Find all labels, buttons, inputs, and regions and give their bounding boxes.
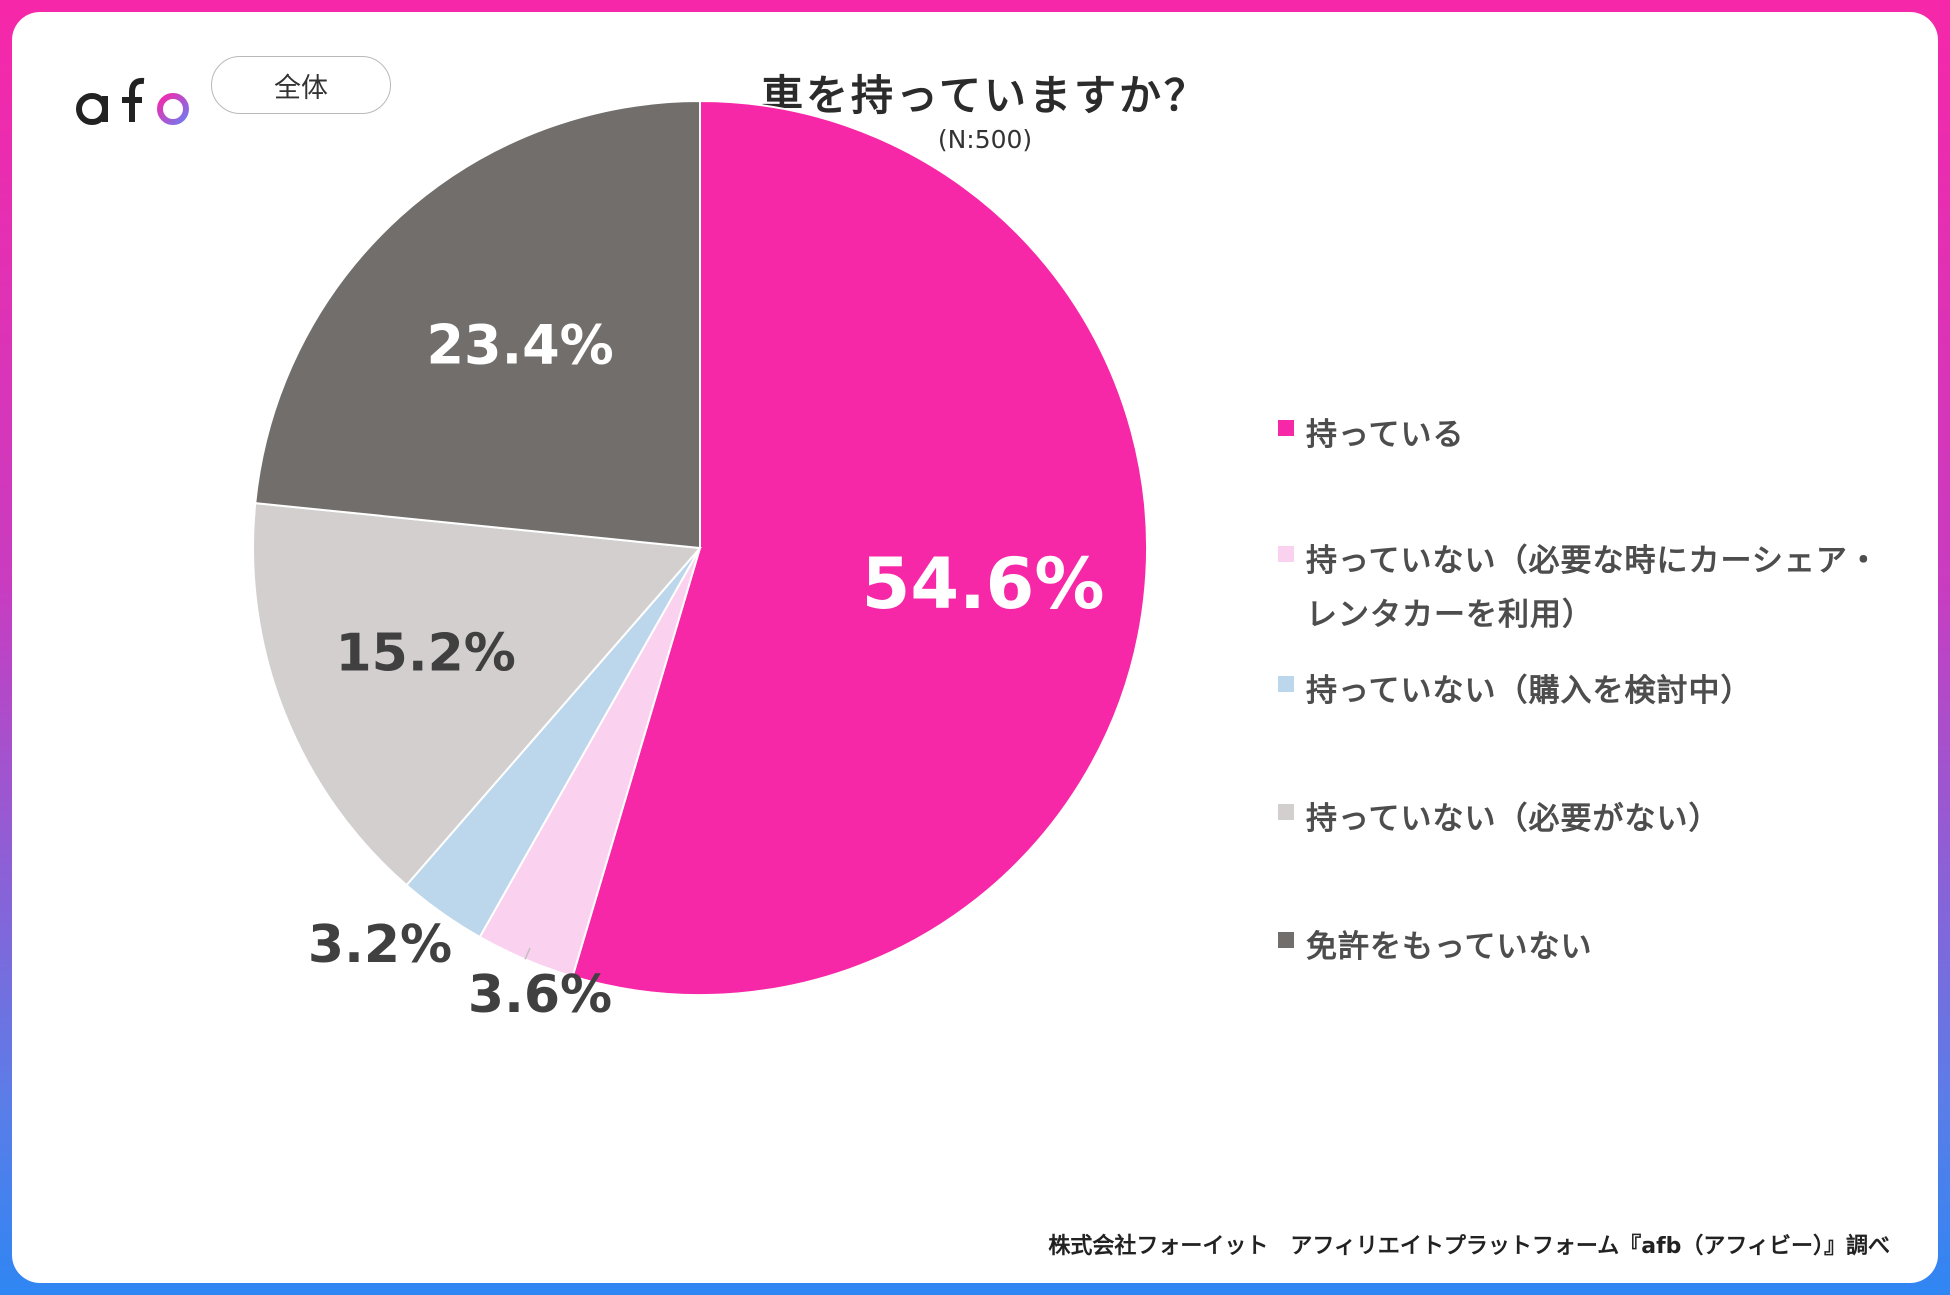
chart-title: 車を持っていますか？ bbox=[761, 71, 1209, 120]
filter-chip-label: 全体 bbox=[274, 72, 328, 104]
data-label-considering: 3.2% bbox=[308, 915, 452, 975]
legend-label-not-needed: 持っていない（必要がない） bbox=[1306, 801, 1721, 837]
legend-item-not-needed: 持っていない（必要がない） bbox=[1278, 792, 1918, 846]
legend-item-owns: 持っている bbox=[1278, 408, 1918, 462]
legend-label-car-share: 持っていない（必要な時にカーシェア・レンタカーを利用） bbox=[1306, 543, 1880, 633]
legend-swatch-owns bbox=[1278, 420, 1294, 436]
legend-item-no-license: 免許をもっていない bbox=[1278, 920, 1918, 974]
legend-label-considering: 持っていない（購入を検討中） bbox=[1306, 673, 1753, 709]
chart-subtitle: (N:500) bbox=[937, 125, 1033, 154]
data-label-car-share: 3.6% bbox=[468, 965, 612, 1025]
chart-card: 全体 車を持っていますか？ (N:500) 54.6% 3.6% 3.2% 15.2%… bbox=[12, 12, 1938, 1283]
legend-label-no-license: 免許をもっていない bbox=[1306, 929, 1593, 965]
leader-lines bbox=[524, 947, 531, 960]
filter-chip-all[interactable]: 全体 bbox=[211, 56, 391, 114]
source-credit: 株式会社フォーイット アフィリエイトプラットフォーム『afb（アフィビー）』調べ bbox=[1048, 1234, 1890, 1259]
legend-swatch-not-needed bbox=[1278, 804, 1294, 820]
legend-swatch-car-share bbox=[1278, 546, 1294, 562]
pie-slice-not-needed bbox=[252, 502, 703, 887]
legend-swatch-no-license bbox=[1278, 932, 1294, 948]
legend-item-car-share: 持っていない（必要な時にカーシェア・レンタカーを利用） bbox=[1278, 534, 1918, 642]
legend-label-owns: 持っている bbox=[1306, 417, 1465, 453]
pie-slice-owns bbox=[571, 99, 1148, 996]
leader-line-car-share bbox=[524, 947, 531, 960]
afb-logo-icon bbox=[76, 74, 189, 125]
legend-item-considering: 持っていない（購入を検討中） bbox=[1278, 664, 1918, 718]
legend-swatch-considering bbox=[1278, 676, 1294, 692]
data-label-owns: 54.6% bbox=[862, 543, 1105, 625]
pie-slices bbox=[252, 99, 1148, 996]
data-label-not-needed: 15.2% bbox=[335, 624, 515, 684]
pie-data-labels: 54.6% 3.6% 3.2% 15.2% 23.4% bbox=[308, 314, 1105, 1025]
pie-chart: 54.6% 3.6% 3.2% 15.2% 23.4% bbox=[252, 99, 1148, 1025]
data-label-no-license: 23.4% bbox=[426, 314, 613, 377]
pie-slice-no-license bbox=[254, 99, 701, 550]
